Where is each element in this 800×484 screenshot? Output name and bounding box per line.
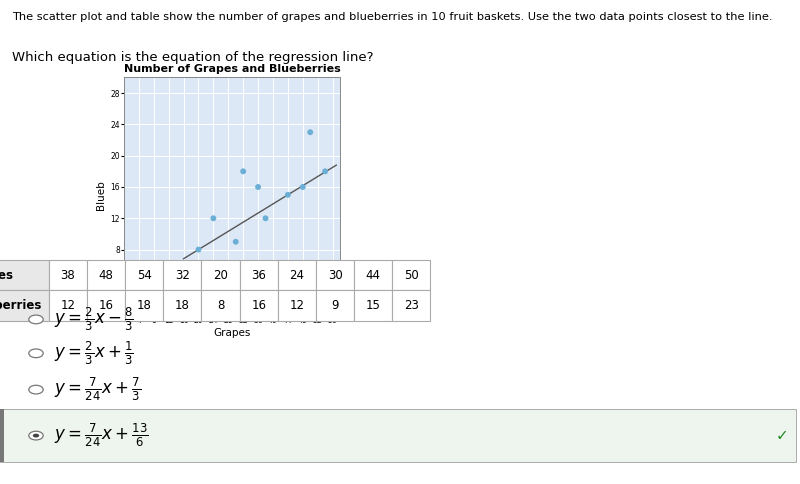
Point [192,246,205,254]
Point [304,128,317,136]
Y-axis label: Blueb: Blueb [96,180,106,210]
Point [259,214,272,222]
Text: $y = \frac{7}{24}x + \frac{7}{3}$: $y = \frac{7}{24}x + \frac{7}{3}$ [54,376,141,403]
Point [252,183,265,191]
Point [282,191,294,198]
Title: Number of Grapes and Blueberries: Number of Grapes and Blueberries [124,64,340,74]
Text: Which equation is the equation of the regression line?: Which equation is the equation of the re… [12,51,374,64]
Text: $y = \frac{2}{3}x + \frac{1}{3}$: $y = \frac{2}{3}x + \frac{1}{3}$ [54,340,134,367]
Point [318,167,331,175]
Point [230,238,242,246]
Text: ✓: ✓ [775,428,788,443]
X-axis label: Grapes: Grapes [214,328,250,338]
Text: $y = \frac{7}{24}x + \frac{13}{6}$: $y = \frac{7}{24}x + \frac{13}{6}$ [54,422,148,449]
Point [296,183,309,191]
Text: $y = \frac{2}{3}x - \frac{8}{3}$: $y = \frac{2}{3}x - \frac{8}{3}$ [54,306,134,333]
Point [237,167,250,175]
Text: The scatter plot and table show the number of grapes and blueberries in 10 fruit: The scatter plot and table show the numb… [12,12,773,22]
Point [207,214,220,222]
